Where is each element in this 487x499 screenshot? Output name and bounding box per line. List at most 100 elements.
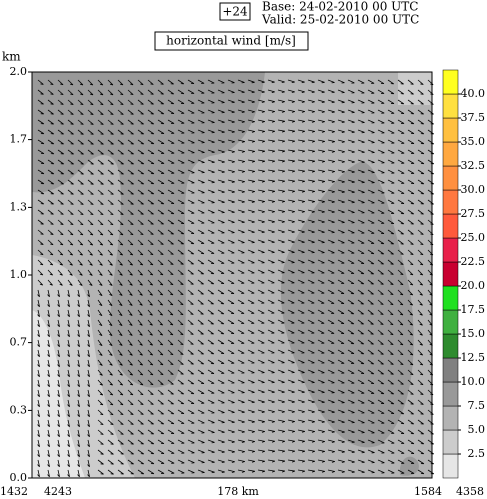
- wind-arrow: [47, 359, 50, 368]
- colorbar-segment: [442, 357, 459, 383]
- wind-arrow: [237, 399, 245, 404]
- wind-arrow: [187, 219, 195, 224]
- wind-arrow: [417, 259, 424, 266]
- wind-arrow: [227, 239, 235, 244]
- valid-time: Valid: 25-02-2010 00 UTC: [261, 13, 419, 27]
- wind-arrow: [97, 339, 103, 346]
- wind-arrow: [137, 109, 144, 115]
- wind-arrow: [387, 349, 394, 355]
- wind-arrow: [357, 359, 365, 365]
- wind-arrow: [197, 459, 205, 464]
- wind-arrow: [417, 129, 425, 135]
- colorbar-segment: [442, 165, 459, 191]
- wind-arrow: [197, 259, 205, 265]
- wind-arrow: [157, 279, 164, 286]
- wind-arrow: [187, 369, 194, 375]
- wind-arrow: [227, 209, 235, 214]
- wind-arrow: [177, 409, 185, 415]
- wind-arrow: [87, 149, 94, 155]
- wind-arrow: [407, 129, 415, 135]
- wind-arrow: [167, 169, 175, 174]
- wind-arrow: [397, 379, 404, 385]
- wind-arrow: [187, 149, 195, 154]
- wind-arrow: [207, 209, 215, 214]
- wind-arrow: [207, 219, 215, 224]
- wind-arrow: [97, 399, 104, 406]
- wind-arrow: [187, 179, 195, 184]
- wind-arrow: [207, 429, 215, 434]
- wind-arrow: [157, 219, 164, 225]
- wind-arrow: [297, 99, 305, 103]
- wind-arrow: [67, 249, 74, 256]
- wind-arrow: [407, 469, 415, 474]
- wind-arrow: [47, 459, 50, 468]
- wind-arrow: [257, 209, 265, 213]
- wind-arrow: [247, 309, 255, 314]
- wind-arrow: [257, 129, 265, 133]
- wind-arrow: [57, 249, 64, 256]
- wind-arrow: [217, 99, 225, 104]
- wind-arrow: [257, 349, 265, 354]
- wind-arrow: [357, 149, 365, 154]
- wind-arrow: [267, 389, 275, 394]
- wind-arrow: [277, 459, 286, 463]
- wind-arrow: [387, 229, 395, 235]
- wind-arrow: [297, 409, 305, 413]
- wind-arrow: [267, 379, 275, 384]
- wind-arrow: [57, 129, 64, 135]
- wind-arrow: [87, 129, 94, 135]
- wind-arrow: [107, 329, 113, 336]
- wind-arrow: [297, 199, 305, 203]
- wind-arrow: [257, 369, 265, 374]
- wind-arrow: [57, 89, 64, 96]
- wind-arrow: [237, 79, 245, 84]
- wind-arrow: [37, 419, 40, 428]
- wind-arrow: [57, 409, 60, 418]
- wind-arrow: [357, 129, 365, 134]
- wind-arrow: [367, 89, 375, 94]
- colorbar-segment: [442, 285, 459, 311]
- wind-arrow: [297, 239, 305, 244]
- wind-arrow: [327, 199, 335, 203]
- wind-arrow: [47, 209, 54, 215]
- wind-arrow: [97, 139, 104, 145]
- wind-arrow: [247, 429, 255, 433]
- wind-arrow: [397, 289, 404, 296]
- wind-arrow: [257, 409, 265, 413]
- wind-arrow: [267, 309, 275, 314]
- wind-arrow: [377, 439, 385, 444]
- wind-arrow: [277, 329, 285, 334]
- wind-arrow: [407, 149, 415, 154]
- wind-arrow: [187, 169, 195, 174]
- wind-arrow: [97, 439, 104, 445]
- wind-arrow: [307, 119, 315, 123]
- wind-arrow: [367, 169, 375, 174]
- wind-arrow: [47, 119, 54, 125]
- wind-arrow: [397, 219, 405, 225]
- wind-arrow: [387, 359, 394, 365]
- wind-arrow: [87, 419, 90, 428]
- wind-arrow: [227, 159, 235, 163]
- wind-arrow: [127, 439, 134, 445]
- wind-arrow: [387, 169, 395, 174]
- wind-arrow: [107, 249, 113, 256]
- wind-arrow: [87, 409, 90, 418]
- wind-arrow: [237, 369, 245, 374]
- wind-arrow: [387, 209, 395, 214]
- wind-arrow: [357, 89, 365, 94]
- wind-arrow: [367, 309, 374, 315]
- wind-arrow: [287, 339, 295, 344]
- wind-arrow: [197, 149, 205, 154]
- wind-arrow: [57, 339, 60, 348]
- wind-arrow: [257, 339, 265, 344]
- wind-arrow: [107, 99, 114, 106]
- wind-arrow: [127, 279, 133, 286]
- wind-arrow: [267, 409, 275, 413]
- wind-arrow: [227, 439, 235, 443]
- wind-arrow: [337, 159, 345, 163]
- wind-arrow: [207, 419, 215, 424]
- wind-arrow: [177, 109, 185, 114]
- wind-arrow: [47, 179, 55, 185]
- wind-arrow: [87, 449, 90, 458]
- wind-arrow: [297, 459, 306, 463]
